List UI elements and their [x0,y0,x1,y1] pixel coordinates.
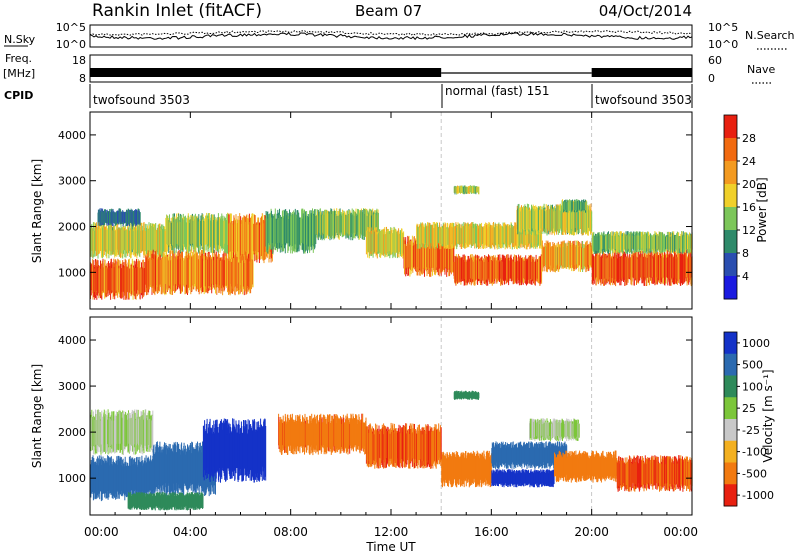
power-colorbar-tick: 4 [742,270,749,283]
echo-cell [440,427,442,460]
echo-band [365,226,405,259]
power-colorbar-tick: 24 [742,155,756,168]
echo-cell [202,493,204,509]
date-label: 04/Oct/2014 [599,2,692,20]
echo-cell [591,211,593,232]
echo-cell [478,186,480,195]
cpid-label: CPID [4,89,33,102]
freq-unit-label: [MHz] [3,67,35,80]
power-colorbar-tick: 8 [742,247,749,260]
power-panel: 1000 2000 3000 4000 Slant Range [km] 4 8 12 16… [30,111,769,310]
echo-band [90,258,146,300]
nave-tick-top: 60 [708,54,722,67]
echo-band [127,492,204,511]
echo-cell [578,423,580,438]
colorbar-swatch [724,276,737,300]
colorbar-swatch [724,253,737,277]
beam-label: Beam 07 [355,2,422,20]
echo-cell [453,243,455,276]
echo-cell [139,212,141,226]
power-colorbar-tick: 20 [742,178,756,191]
echo-cell [265,426,267,481]
power-colorbar-label: Power [dB] [755,177,769,242]
colorbar-swatch [724,230,737,254]
echo-band [416,222,543,250]
freq-tick-top: 18 [72,54,86,67]
cpid-segment-1: twofsound 3503 [93,93,190,107]
y-tick-label: 1000 [58,266,86,279]
power-heatmap [90,112,693,309]
power-colorbar-tick: 16 [742,201,756,214]
noise-search-trace [89,30,693,36]
echo-band [403,235,455,277]
freq-tick-bottom: 8 [79,72,86,85]
nave-label: Nave [747,63,775,76]
echo-band [90,455,154,502]
echo-band [554,450,618,483]
power-colorbar-tick: 28 [742,132,756,145]
noise-tick-bottom-left: 10^0 [56,38,86,51]
noise-tick-top-left: 10^5 [56,21,86,34]
y-tick-label: 2000 [58,221,86,234]
colorbar-swatch [724,161,737,185]
nsearch-label: N.Search [745,29,795,42]
echo-band [90,409,154,455]
echo-cell [252,254,254,288]
echo-band [561,199,588,213]
echo-cell [541,222,543,249]
echo-cell [490,453,492,483]
echo-band [491,469,555,488]
echo-band [616,455,693,492]
noise-tick-bottom-right: 10^0 [708,38,738,51]
colorbar-swatch [724,207,737,231]
echo-band [90,222,166,259]
y-tick-label: 4000 [58,129,86,142]
y-tick-label: 3000 [58,175,86,188]
echo-band [529,418,580,442]
echo-band [591,249,693,287]
echo-band [453,185,480,195]
echo-band [202,418,267,483]
colorbar-swatch [724,138,737,162]
echo-band [265,208,317,254]
freq-label: Freq. [5,52,32,65]
echo-band [453,254,543,286]
echo-band [315,208,379,241]
power-ylabel: Slant Range [km] [30,159,44,263]
colorbar-swatch [724,184,737,208]
echo-band [97,208,141,227]
echo-band [441,450,492,488]
noise-panel: N.Sky 10^5 10^0 10^5 10^0 N.Search [4,21,795,51]
nsky-label: N.Sky [4,33,36,46]
echo-cell [553,469,555,484]
velocity-heatmap [90,317,693,515]
cpid-panel: CPID twofsound 3503 normal (fast) 151 tw… [4,84,693,108]
echo-band [591,231,693,254]
power-colorbar-tick: 12 [742,224,756,237]
noise-tick-top-right: 10^5 [708,21,738,34]
noise-sky-trace [89,31,693,41]
freq-trace-segment [591,68,692,77]
colorbar-swatch [724,115,737,139]
echo-band [541,240,593,273]
echo-cell [152,410,154,447]
cpid-segment-3: twofsound 3503 [595,93,692,107]
echo-band [453,390,480,400]
echo-band [145,249,254,296]
echo-cell [378,212,379,233]
cpid-segment-2: normal (fast) 151 [445,84,549,98]
echo-cell [586,201,588,213]
echo-band [516,203,593,236]
station-title: Rankin Inlet (fitACF) [92,1,262,21]
echo-band [278,413,367,456]
freq-trace-segment [90,68,442,77]
echo-band [165,212,229,254]
freq-panel: Freq. [MHz] 18 8 60 0 Nave [3,52,775,85]
echo-band [365,422,442,469]
nave-tick-bottom: 0 [708,72,715,85]
